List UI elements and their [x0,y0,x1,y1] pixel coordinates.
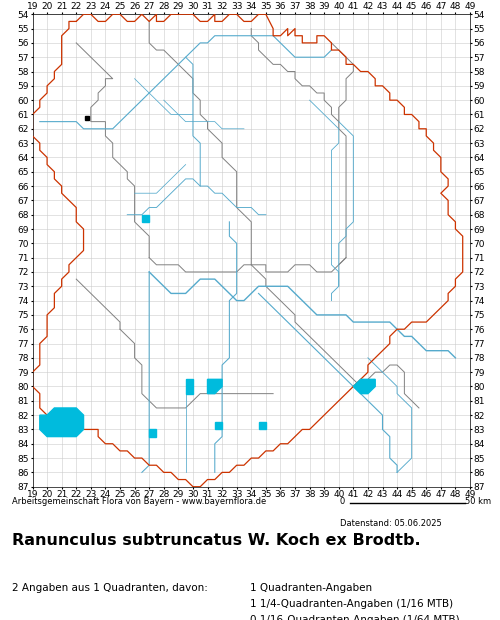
Text: 1 Quadranten-Angaben: 1 Quadranten-Angaben [250,583,372,593]
Text: 1 1/4-Quadranten-Angaben (1/16 MTB): 1 1/4-Quadranten-Angaben (1/16 MTB) [250,599,453,609]
Text: 0: 0 [340,497,345,507]
Polygon shape [208,379,222,394]
Text: Arbeitsgemeinschaft Flora von Bayern - www.bayernflora.de: Arbeitsgemeinschaft Flora von Bayern - w… [12,497,267,507]
Text: Ranunculus subtruncatus W. Koch ex Brodtb.: Ranunculus subtruncatus W. Koch ex Brodt… [12,533,421,548]
Polygon shape [40,408,84,436]
Polygon shape [149,430,156,436]
Text: 2 Angaben aus 1 Quadranten, davon:: 2 Angaben aus 1 Quadranten, davon: [12,583,208,593]
Text: 50 km: 50 km [465,497,491,507]
Polygon shape [258,422,266,430]
Polygon shape [215,422,222,430]
Polygon shape [354,379,375,394]
Text: 0 1/16-Quadranten-Angaben (1/64 MTB): 0 1/16-Quadranten-Angaben (1/64 MTB) [250,614,460,620]
Polygon shape [142,215,149,222]
Polygon shape [186,379,193,394]
Text: Datenstand: 05.06.2025: Datenstand: 05.06.2025 [340,519,442,528]
